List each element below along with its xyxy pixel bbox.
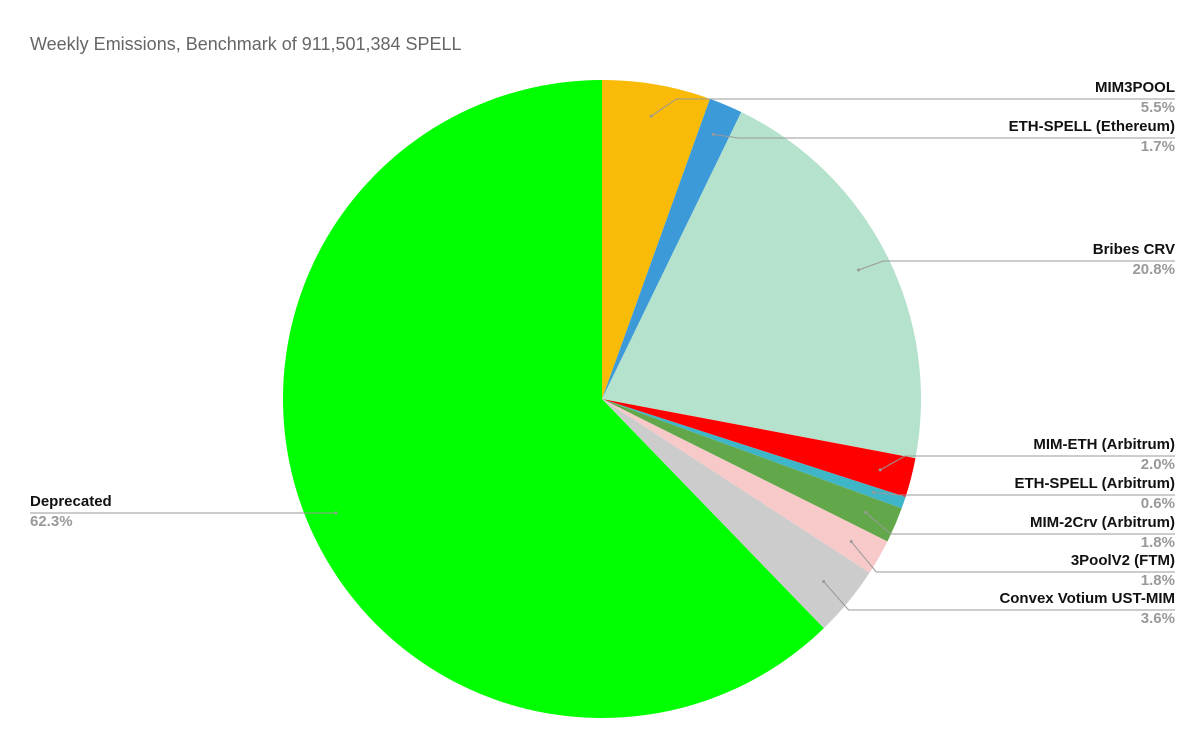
slice-label: 3PoolV2 (FTM) [1071, 552, 1175, 569]
pie-slice [602, 80, 710, 399]
leader-dot [878, 468, 882, 472]
leader-dot [864, 510, 868, 514]
leader-line [713, 133, 1175, 139]
leader-dot [856, 268, 860, 272]
slice-label: MIM3POOL [1095, 79, 1175, 96]
leader-dot [849, 540, 853, 544]
leader-line [865, 512, 1175, 535]
pie-slice [602, 399, 870, 629]
slice-value-label: 20.8% [1132, 261, 1175, 278]
leader-dot [872, 490, 876, 494]
leader-line [850, 541, 1175, 573]
leader-dot [711, 132, 715, 136]
slice-label: Deprecated [30, 493, 112, 510]
slice-value-label: 1.7% [1141, 138, 1175, 155]
slice-value-label: 2.0% [1141, 456, 1175, 473]
slice-label: ETH-SPELL (Arbitrum) [1014, 475, 1175, 492]
slice-label: MIM-2Crv (Arbitrum) [1030, 514, 1175, 531]
leader-line [651, 98, 1175, 117]
leader-dot [649, 114, 653, 118]
slice-value-label: 1.8% [1141, 572, 1175, 589]
slice-label: Convex Votium UST-MIM [999, 590, 1175, 607]
slice-label: Bribes CRV [1093, 241, 1175, 258]
leader-line [858, 260, 1175, 271]
pie-slice [602, 98, 742, 399]
pie-slice [602, 112, 921, 459]
slice-value-label: 62.3% [30, 513, 73, 530]
slice-label: MIM-ETH (Arbitrum) [1033, 436, 1175, 453]
pie-slice [602, 399, 906, 509]
leader-line [879, 455, 1175, 471]
leader-line [873, 491, 1175, 496]
pie-slice [602, 399, 888, 573]
slice-value-label: 1.8% [1141, 534, 1175, 551]
slice-value-label: 0.6% [1141, 495, 1175, 512]
pie-slice [602, 399, 916, 498]
pie-slice [282, 80, 824, 718]
slice-value-label: 3.6% [1141, 610, 1175, 627]
chart-title: Weekly Emissions, Benchmark of 911,501,3… [30, 34, 462, 54]
pie-slice [602, 399, 902, 542]
leader-dot [334, 511, 338, 515]
slice-label: ETH-SPELL (Ethereum) [1009, 118, 1175, 135]
leader-line [823, 581, 1175, 611]
slice-value-label: 5.5% [1141, 99, 1175, 116]
leader-dot [822, 580, 826, 584]
